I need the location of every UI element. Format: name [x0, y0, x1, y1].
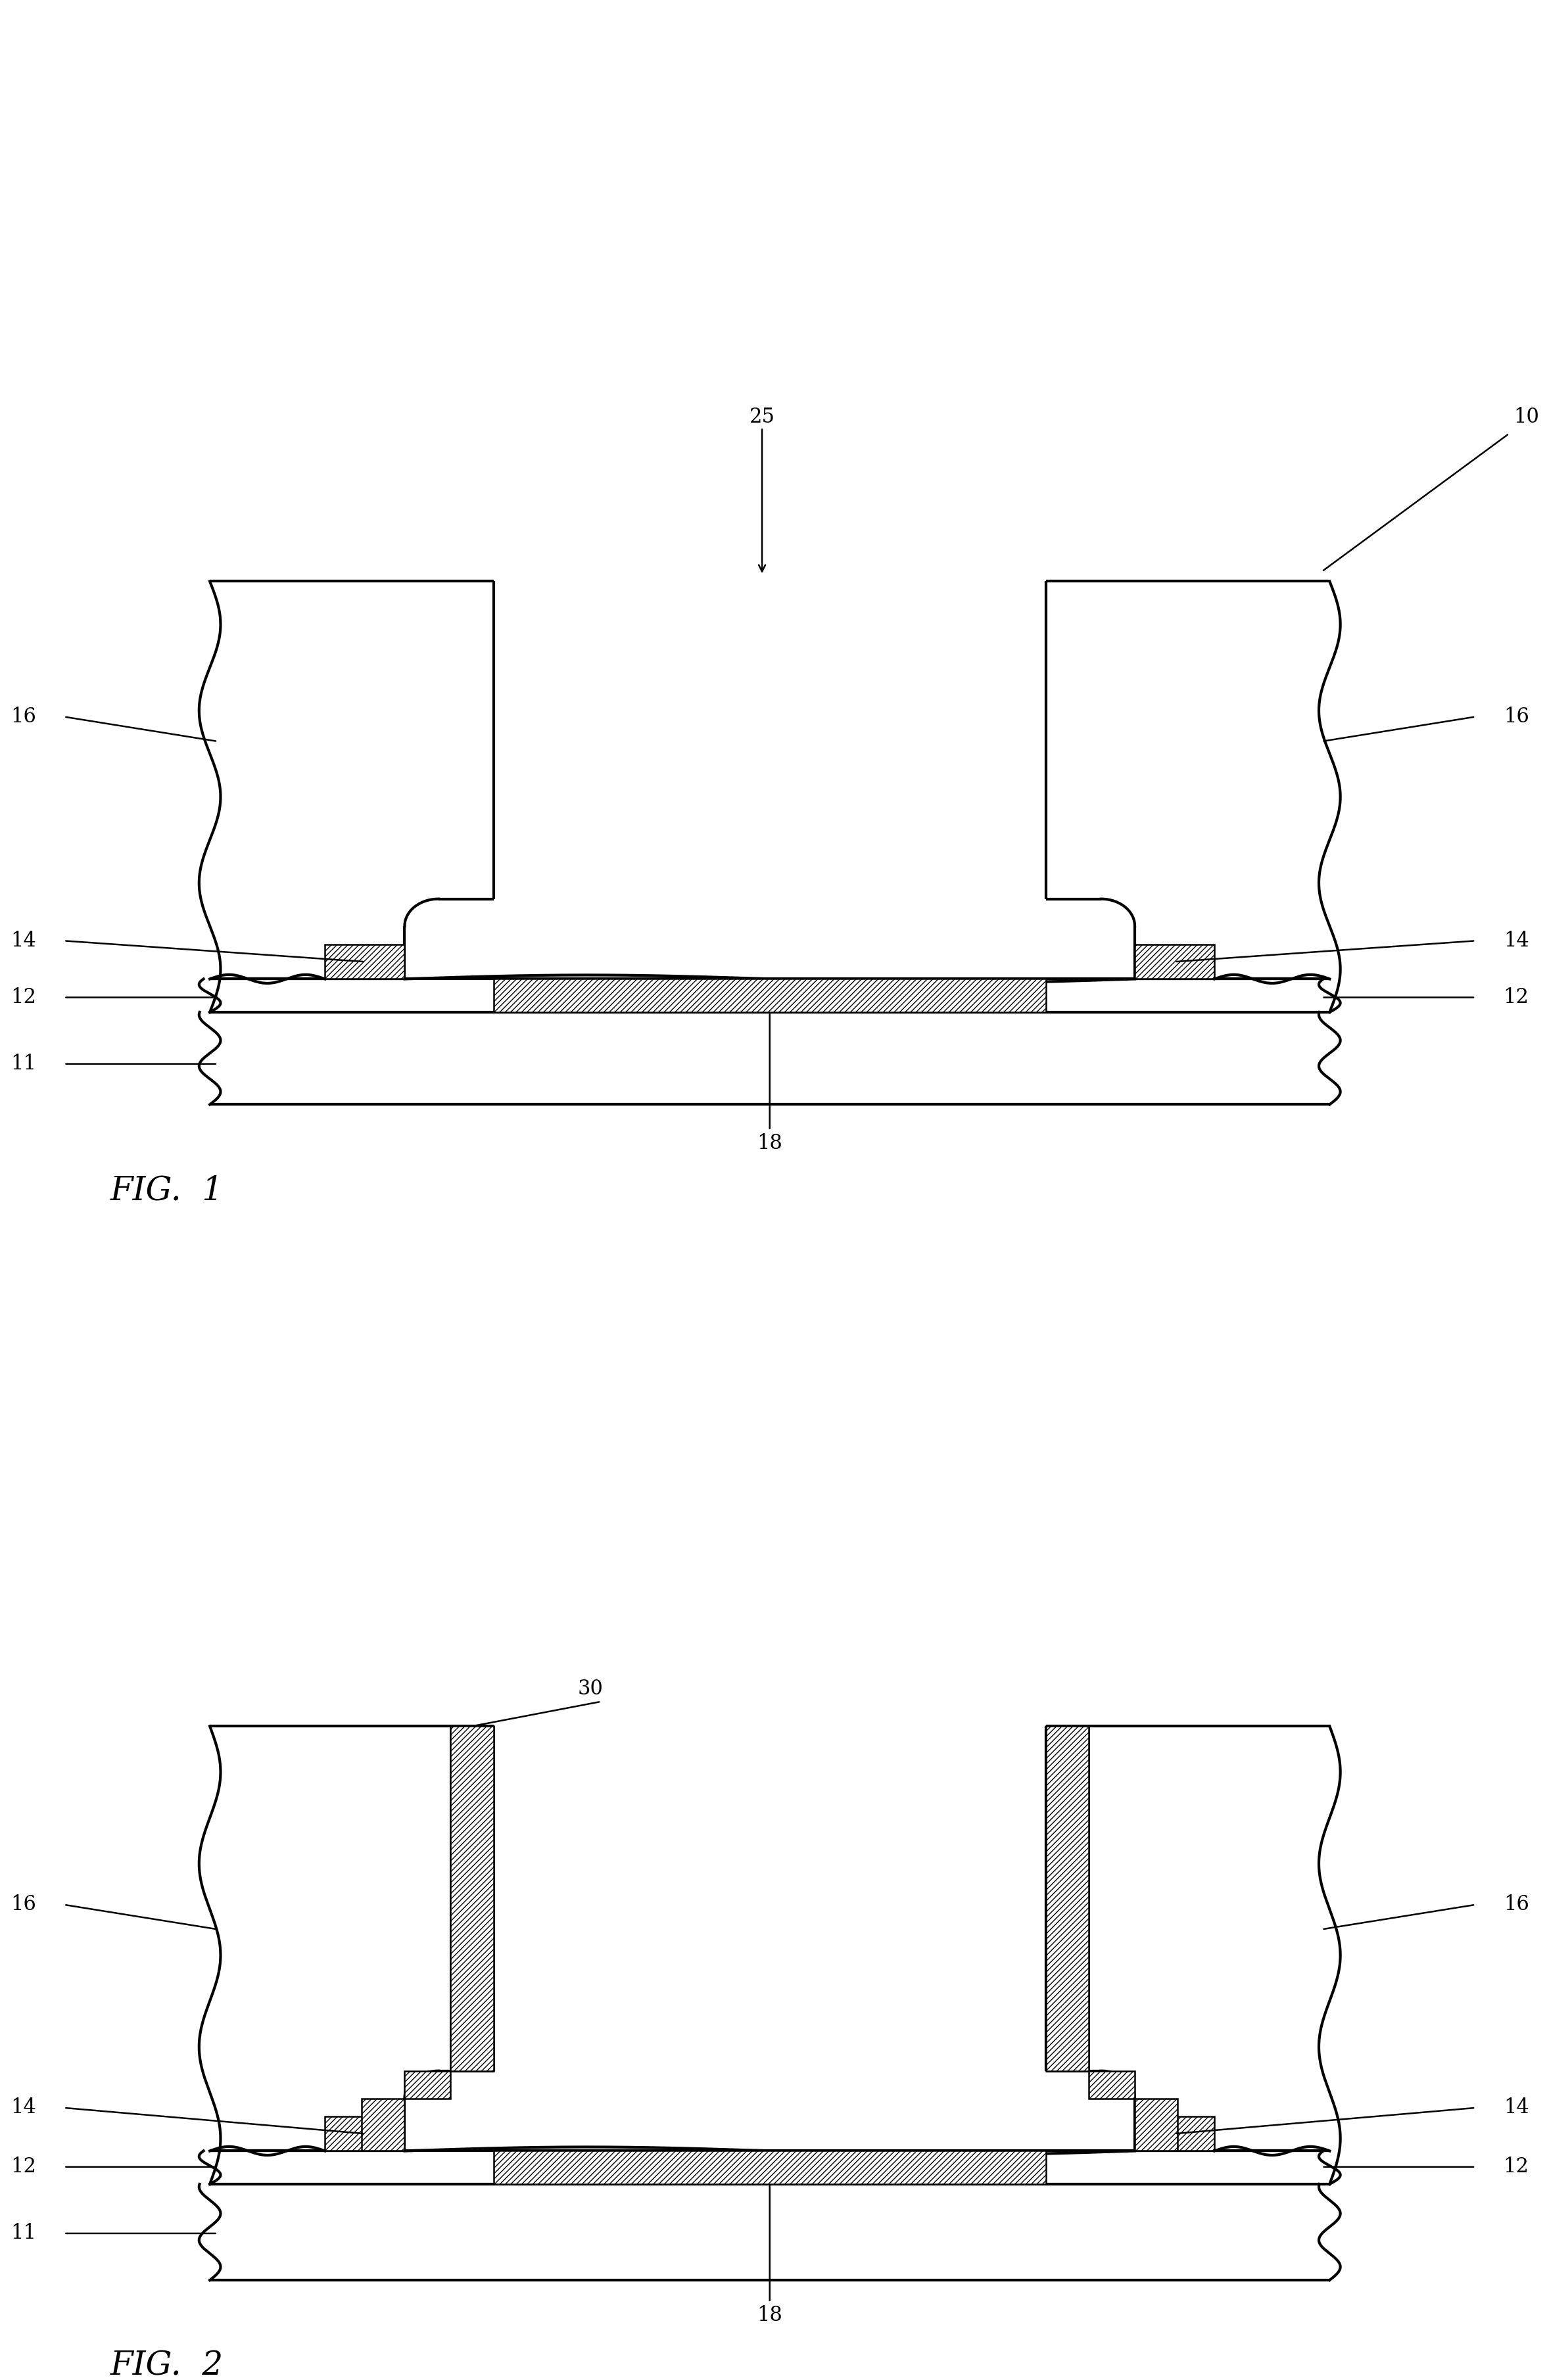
Text: 11: 11 [11, 1054, 36, 1073]
Bar [493, 978, 1046, 1012]
Text: 14: 14 [11, 931, 36, 952]
Bar [325, 945, 405, 978]
Text: 14: 14 [1504, 2097, 1528, 2118]
Text: 18: 18 [756, 2304, 783, 2325]
Text: FIG.  1: FIG. 1 [110, 1173, 223, 1207]
Bar [1135, 2116, 1214, 2152]
Text: 14: 14 [11, 2097, 36, 2118]
Text: 12: 12 [11, 988, 36, 1007]
Text: 12: 12 [1504, 2156, 1528, 2178]
Text: 18: 18 [756, 1133, 783, 1154]
Text: 16: 16 [1504, 707, 1528, 726]
Bar [1135, 945, 1214, 978]
Text: 14: 14 [1504, 931, 1528, 952]
Text: 12: 12 [11, 2156, 36, 2178]
Text: 16: 16 [1504, 1894, 1528, 1916]
Bar [1135, 2099, 1177, 2152]
Text: 30: 30 [579, 1678, 603, 1699]
Bar [1089, 2071, 1135, 2099]
Bar [405, 2071, 450, 2099]
Text: 16: 16 [11, 1894, 36, 1916]
Bar [450, 1726, 493, 2071]
Text: 11: 11 [11, 2223, 36, 2244]
Bar [325, 2116, 405, 2152]
Text: 16: 16 [11, 707, 36, 726]
Text: FIG.  2: FIG. 2 [110, 2349, 223, 2380]
Bar [493, 2152, 1046, 2185]
Text: 25: 25 [749, 407, 775, 428]
Text: 10: 10 [1513, 407, 1539, 428]
Bar [1046, 1726, 1089, 2071]
Text: 12: 12 [1504, 988, 1528, 1007]
Bar [362, 2099, 405, 2152]
